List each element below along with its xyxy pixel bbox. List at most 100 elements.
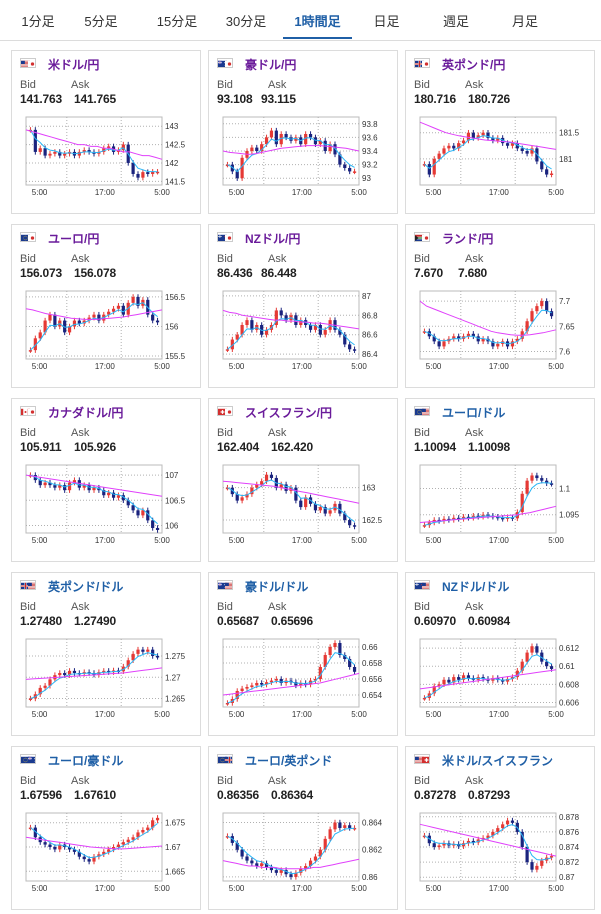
- candle: [284, 134, 288, 138]
- ma-long-line: [419, 823, 557, 857]
- x-tick-label: 17:00: [95, 710, 116, 719]
- pair-name[interactable]: 英ポンド/ドル: [48, 580, 124, 594]
- candle: [535, 475, 539, 479]
- candle: [432, 843, 436, 847]
- candle: [461, 675, 466, 680]
- currency-card[interactable]: カナダドル/円 Bid Ask 105.911 105.926 107 106.5 106 5:…: [11, 398, 201, 562]
- tab-1hour[interactable]: 1時間足: [283, 0, 352, 39]
- tab-month[interactable]: 月足: [511, 14, 538, 29]
- currency-card[interactable]: 豪ドル/円 Bid Ask 93.108 93.115 93.8 93.6 93.4 93.2 9…: [208, 50, 398, 214]
- currency-card[interactable]: ユーロ/豪ドル Bid Ask 1.67596 1.67610 1.675 1.67 1.66…: [11, 746, 201, 910]
- candle: [48, 314, 52, 321]
- tab-1min[interactable]: 1分足: [21, 14, 55, 29]
- candle: [496, 516, 500, 519]
- pair-name[interactable]: スイスフラン/円: [245, 406, 332, 420]
- candle: [63, 320, 67, 333]
- candle: [452, 145, 456, 149]
- candle: [294, 487, 298, 501]
- pair-name[interactable]: 米ドル/スイスフラン: [442, 754, 553, 768]
- candle: [299, 500, 303, 508]
- tab-30min[interactable]: 30分足: [225, 14, 267, 29]
- currency-card[interactable]: スイスフラン/円 Bid Ask 162.404 162.420 163 162.5 5:00…: [208, 398, 398, 562]
- currency-card[interactable]: 豪ドル/ドル Bid Ask 0.65687 0.65696 0.66 0.658 0.656…: [208, 572, 398, 736]
- candle: [250, 147, 254, 151]
- pair-name[interactable]: 豪ドル/円: [245, 58, 297, 72]
- tab-week[interactable]: 週足: [442, 14, 469, 29]
- pair-name[interactable]: ユーロ/ドル: [442, 406, 506, 420]
- ma-long-line: [222, 858, 360, 870]
- pair-name[interactable]: 英ポンド/円: [442, 58, 506, 72]
- ask-label: Ask: [268, 253, 287, 265]
- candle: [457, 336, 461, 339]
- currency-card[interactable]: ユーロ/円 Bid Ask 156.073 156.078 156.5 156 155.5 5:…: [11, 224, 201, 388]
- candle: [240, 157, 244, 179]
- candle: [53, 485, 57, 488]
- candle: [452, 843, 456, 846]
- currency-card[interactable]: NZドル/ドル Bid Ask 0.60970 0.60984 0.612 0.61 0.60…: [405, 572, 595, 736]
- candle: [58, 844, 62, 850]
- currency-card[interactable]: 米ドル/円 Bid Ask 141.763 141.765 143 142.5 142 141.…: [11, 50, 201, 214]
- price-chart: 0.864 0.862 0.86 5:00 17:00 5:00: [222, 812, 383, 893]
- currency-card[interactable]: ユーロ/ドル Bid Ask 1.10094 1.10098 1.1 1.095 5:00 17…: [405, 398, 595, 562]
- x-tick-label: 5:00: [351, 362, 367, 371]
- candle: [505, 517, 510, 519]
- currency-card[interactable]: 英ポンド/ドル Bid Ask 1.27480 1.27490 1.275 1.27 1.26…: [11, 572, 201, 736]
- ask-value: 156.078: [74, 266, 116, 280]
- candle: [348, 520, 352, 526]
- bid-value: 0.86356: [217, 788, 259, 802]
- pair-name[interactable]: ユーロ/英ポンド: [245, 754, 333, 768]
- candle: [432, 686, 436, 694]
- candle: [515, 670, 519, 678]
- ask-label: Ask: [268, 427, 287, 439]
- candle: [269, 867, 274, 871]
- bid-value: 0.65687: [217, 614, 259, 628]
- candle: [225, 349, 230, 351]
- x-tick-label: 17:00: [95, 188, 116, 197]
- candle: [102, 490, 106, 496]
- candle: [72, 670, 77, 673]
- bid-value: 1.10094: [414, 440, 456, 454]
- candle: [63, 485, 67, 491]
- currency-card[interactable]: ランド/円 Bid Ask 7.670 7.680 7.7 7.65 7.6 5:00 17:00…: [405, 224, 595, 388]
- currency-card[interactable]: NZドル/円 Bid Ask 86.436 86.448 87 86.8 86.6 86.4 5:…: [208, 224, 398, 388]
- tab-15min[interactable]: 15分足: [156, 14, 198, 29]
- pair-name[interactable]: 豪ドル/ドル: [245, 580, 309, 594]
- ma-long-line: [25, 474, 163, 497]
- bid-value: 180.716: [414, 92, 456, 106]
- tab-day[interactable]: 日足: [373, 14, 400, 29]
- y-tick-label: 86.6: [362, 331, 378, 340]
- candle: [284, 484, 288, 491]
- nz-flag-icon: [217, 232, 233, 242]
- pair-name[interactable]: ランド/円: [442, 232, 494, 246]
- candle: [58, 151, 62, 156]
- y-tick-label: 0.872: [559, 858, 580, 867]
- candle: [515, 338, 519, 342]
- x-tick-label: 5:00: [426, 884, 442, 893]
- candle: [255, 863, 259, 867]
- pair-name[interactable]: 米ドル/円: [48, 58, 100, 72]
- candle: [67, 326, 72, 333]
- pair-name[interactable]: ユーロ/豪ドル: [48, 754, 124, 768]
- pair-name[interactable]: NZドル/円: [245, 232, 301, 246]
- candle: [299, 683, 303, 686]
- bid-label: Bid: [414, 427, 430, 439]
- candle: [294, 682, 298, 686]
- candle: [515, 143, 519, 149]
- ma-short-line: [30, 652, 158, 699]
- pair-name[interactable]: カナダドル/円: [48, 406, 124, 420]
- x-tick-label: 5:00: [229, 188, 245, 197]
- ask-value: 0.87293: [468, 788, 510, 802]
- currency-card[interactable]: 米ドル/スイスフラン Bid Ask 0.87278 0.87293 0.878 0.876…: [405, 746, 595, 910]
- timeframe-tabs: 1分足 5分足 15分足 30分足 1時間足 日足 週足 月足: [0, 0, 601, 41]
- candle: [535, 306, 539, 312]
- currency-card[interactable]: ユーロ/英ポンド Bid Ask 0.86356 0.86364 0.864 0.862 0.…: [208, 746, 398, 910]
- candle: [442, 518, 446, 521]
- price-chart: 0.878 0.876 0.874 0.872 0.87 5:00 17:00 5:00: [419, 812, 580, 893]
- candle: [72, 849, 77, 852]
- pair-name[interactable]: ユーロ/円: [48, 232, 100, 246]
- pair-name[interactable]: NZドル/ドル: [442, 580, 510, 594]
- currency-card[interactable]: 英ポンド/円 Bid Ask 180.716 180.726 181.5 181 5:00 17…: [405, 50, 595, 214]
- tab-5min[interactable]: 5分足: [84, 14, 118, 29]
- candle: [155, 656, 160, 658]
- candle: [155, 171, 160, 174]
